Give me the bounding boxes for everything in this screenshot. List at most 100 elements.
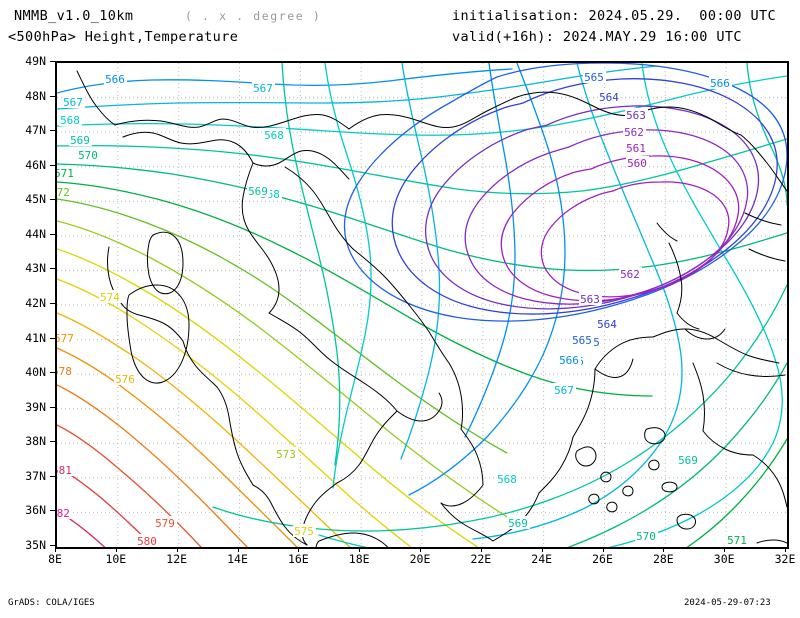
island-cyclades-2 [606, 501, 618, 513]
contour-label-backing [623, 125, 646, 138]
coast-croatia [284, 166, 354, 250]
x-tick-mark [176, 547, 178, 552]
level-and-fields: <500hPa> Height,Temperature [8, 29, 239, 45]
coast-black-sea-w [668, 242, 683, 314]
contour-label: 577 [57, 332, 74, 345]
contour-label-backing [57, 166, 76, 179]
contour-570-se [566, 362, 787, 547]
contour-573-sw [57, 220, 513, 521]
coast-thrace [652, 328, 718, 340]
y-tick-mark [50, 199, 55, 201]
contour-label: 579 [155, 517, 175, 530]
x-tick-label: 30E [713, 552, 735, 566]
contour-560-low [540, 181, 730, 298]
contour-label-backing [625, 141, 648, 154]
model-name: NMMB_v1.0_10km [14, 8, 134, 24]
contour-569-se [212, 284, 787, 532]
coast-turkey-black-sea [740, 134, 787, 192]
coast-italy-ligurian [120, 302, 184, 342]
island-samos [661, 481, 678, 493]
contour-562-low [464, 129, 749, 305]
coast-greece-macedon [594, 336, 654, 370]
contour-label-backing [626, 156, 649, 169]
y-tick-label: 47N [25, 123, 46, 138]
contour-label: 568 [60, 114, 80, 127]
contour-label: 567 [253, 82, 273, 95]
contour-label-backing [496, 472, 519, 485]
contour-label: 567 [554, 384, 574, 397]
coast-albania [448, 362, 463, 430]
x-tick-label: 14E [227, 552, 248, 566]
contour-581-sw [57, 510, 106, 547]
coast-italy-tyrrhenian [252, 484, 308, 546]
y-tick-label: 46N [25, 157, 46, 172]
contour-label-backing [57, 331, 76, 344]
coast-sardinia [126, 284, 190, 384]
contour-564-low [391, 78, 778, 315]
x-tick-mark [55, 547, 56, 552]
contour-577-sw [57, 347, 298, 547]
y-tick-label: 43N [25, 261, 46, 276]
contour-label-backing [62, 95, 85, 108]
x-tick-label: 16E [287, 552, 309, 566]
contour-label-backing [59, 113, 82, 126]
contour-label-backing [247, 184, 270, 197]
initialisation-time: initialisation: 2024.05.29. 00:00 UTC [452, 8, 777, 24]
coast-greece-thessaly [572, 368, 596, 438]
contour-label: 569 [248, 185, 268, 198]
x-tick-mark [663, 547, 665, 552]
island-cyclades-4 [600, 471, 612, 483]
y-tick-mark [50, 130, 55, 132]
coast-italy-boot [336, 410, 398, 484]
coast-greece-pelop [440, 484, 484, 507]
contour-label-backing [571, 333, 594, 346]
coast-alps-north [76, 70, 116, 126]
footer: GrADS: COLA/IGES 2024-05-29-07:23 [0, 594, 800, 618]
x-tick-label: 32E [774, 552, 796, 566]
contour-label-backing [114, 372, 137, 385]
island-cyprus [756, 539, 787, 544]
contour-572-nw [57, 198, 508, 454]
y-tick-mark [50, 303, 55, 304]
coastlines [76, 70, 787, 547]
coast-hungary-border [348, 96, 518, 130]
coast-sicily [315, 532, 389, 547]
contour-label-backing [57, 506, 72, 519]
contour-568-east [318, 63, 783, 547]
contour-label: 565 [584, 71, 604, 84]
contour-label: 567 [63, 96, 83, 109]
contour-label-backing [726, 533, 749, 546]
contour-label-backing [558, 353, 581, 366]
y-tick-mark [50, 268, 55, 270]
coast-balkan-coast [408, 304, 450, 364]
y-tick-label: 37N [25, 468, 46, 483]
contour-label: 568 [264, 129, 284, 142]
coast-italy-heel [396, 392, 443, 422]
contour-label-backing [553, 383, 576, 396]
contour-567-north [57, 65, 658, 110]
contour-label-backing [677, 453, 700, 466]
x-tick-mark [724, 547, 726, 552]
x-tick-label: 22E [470, 552, 492, 566]
x-tick-mark [237, 547, 239, 552]
x-tick-mark [541, 547, 543, 552]
coast-greece-attica [538, 436, 574, 494]
x-tick-label: 26E [592, 552, 613, 566]
contour-label: 563 [580, 293, 600, 306]
x-tick-mark [602, 547, 604, 552]
contour-565-low [343, 63, 787, 322]
x-tick-label: 8E [48, 552, 62, 566]
contour-label: 562 [624, 126, 644, 139]
coast-turkey-aegean [692, 362, 705, 432]
contour-label-backing [579, 292, 602, 305]
contour-label: 568 [497, 473, 517, 486]
contour-label: 566 [105, 73, 125, 86]
contour-576-sw [57, 312, 351, 547]
x-tick-mark [420, 547, 421, 552]
contour-568-north [57, 75, 787, 136]
contour-label: 582 [57, 507, 70, 520]
island-cyclades-1 [588, 493, 600, 505]
contour-label: 560 [627, 157, 647, 170]
coast-italy-toe [301, 482, 338, 546]
contour-566-east [408, 63, 566, 496]
